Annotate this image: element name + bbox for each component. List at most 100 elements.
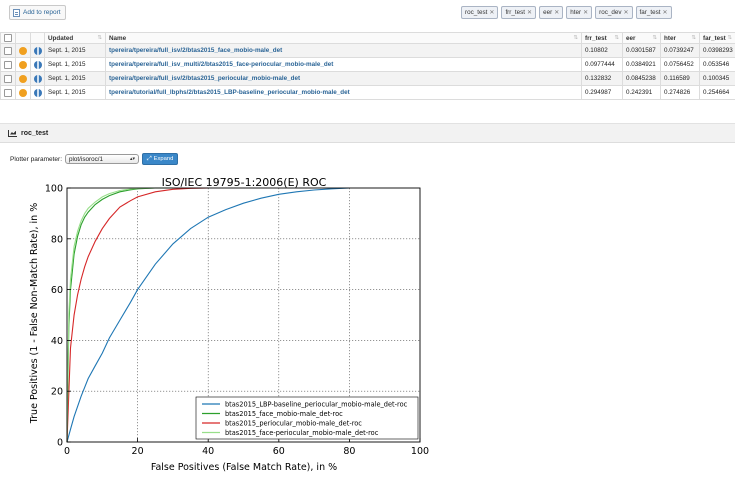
privacy-cell (30, 85, 45, 100)
updated-cell: Sept. 1, 2015 (44, 57, 106, 72)
header-name[interactable]: Name ⇅ (105, 32, 582, 44)
status-cell (15, 71, 31, 86)
tag-label: roc_dev (599, 8, 622, 16)
header-hter[interactable]: hter ⇅ (660, 32, 700, 44)
remove-tag-icon[interactable]: ✕ (489, 9, 495, 16)
status-dot-icon (19, 46, 27, 55)
experiment-name-link[interactable]: tpereira/tpereira/full_isv/2/btas2015_fa… (105, 43, 582, 58)
remove-tag-icon[interactable]: ✕ (662, 9, 668, 16)
report-icon (13, 8, 20, 17)
frr-test-cell: 0.132832 (581, 71, 623, 86)
row-select-cell[interactable] (0, 43, 16, 58)
far-test-cell: 0.100345 (699, 71, 735, 86)
tag-far-test[interactable]: far_test ✕ (635, 5, 672, 19)
y-tick-label: 100 (45, 184, 63, 195)
header-label: eer (626, 34, 636, 42)
tag-roc-test[interactable]: roc_test ✕ (461, 5, 499, 19)
expand-icon: ⤢ (147, 155, 152, 162)
frr-test-cell: 0.294987 (581, 85, 623, 100)
table-row[interactable]: Sept. 1, 2015 tpereira/tpereira/full_isv… (0, 43, 735, 58)
row-checkbox[interactable] (4, 60, 12, 69)
hter-cell: 0.0756452 (660, 57, 700, 72)
status-cell (15, 57, 31, 72)
eer-cell: 0.0845238 (622, 71, 661, 86)
roc-line-0 (66, 187, 350, 443)
status-cell (15, 43, 31, 58)
x-tick-label: 60 (273, 446, 285, 457)
chart-title: ISO/IEC 19795-1:2006(E) ROC (162, 176, 327, 189)
frr-test-cell: 0.0977444 (581, 57, 623, 72)
x-tick-label: 80 (343, 446, 355, 457)
roc-line-1 (66, 187, 173, 443)
x-tick-label: 0 (64, 446, 70, 457)
sort-icon[interactable]: ⇅ (97, 34, 102, 41)
remove-tag-icon[interactable]: ✕ (623, 9, 629, 16)
tag-label: frr_test (505, 8, 526, 16)
tag-label: hter (570, 8, 582, 16)
tag-label: eer (543, 8, 553, 16)
header-eer[interactable]: eer ⇅ (622, 32, 661, 44)
sort-icon[interactable]: ⇅ (691, 34, 696, 41)
plotter-select-value: plot/isoroc/1 (69, 155, 103, 163)
plotter-select[interactable]: plot/isoroc/1 ▴▾ (65, 154, 140, 164)
far-test-cell: 0.254664 (699, 85, 735, 100)
experiment-name-link[interactable]: tpereira/tpereira/full_isv_multi/2/btas2… (105, 57, 582, 72)
sort-icon[interactable]: ⇅ (614, 34, 619, 41)
hter-cell: 0.274826 (660, 85, 700, 100)
add-to-report-label: Add to report (23, 9, 61, 16)
remove-tag-icon[interactable]: ✕ (527, 9, 533, 16)
privacy-cell (30, 71, 45, 86)
expand-label: Expand (153, 156, 174, 162)
row-checkbox[interactable] (4, 74, 12, 83)
header-updated[interactable]: Updated ⇅ (44, 32, 106, 44)
y-tick-label: 60 (51, 285, 63, 296)
tag-label: roc_test (465, 8, 488, 16)
table-row[interactable]: Sept. 1, 2015 tpereira/tpereira/full_isv… (0, 57, 735, 72)
row-select-cell[interactable] (0, 71, 16, 86)
select-all-cell[interactable] (0, 32, 16, 44)
y-tick-label: 40 (51, 336, 63, 347)
row-checkbox[interactable] (4, 46, 12, 55)
tag-frr-test[interactable]: frr_test ✕ (501, 5, 537, 19)
table-row[interactable]: Sept. 1, 2015 tpereira/tpereira/full_isv… (0, 71, 735, 86)
header-label: Name (109, 34, 127, 42)
expand-button[interactable]: ⤢ Expand (142, 153, 179, 165)
remove-tag-icon[interactable]: ✕ (554, 9, 560, 16)
globe-icon (34, 60, 42, 69)
eer-cell: 0.242391 (622, 85, 661, 100)
header-label: hter (664, 34, 676, 42)
header-label: Updated (48, 34, 74, 42)
remove-tag-icon[interactable]: ✕ (583, 9, 589, 16)
sort-icon[interactable]: ⇅ (727, 34, 732, 41)
updated-cell: Sept. 1, 2015 (44, 85, 106, 100)
table-row[interactable]: Sept. 1, 2015 tpereira/tutorial/full_lbp… (0, 85, 735, 100)
legend-box (195, 396, 419, 440)
area-chart-icon (8, 129, 17, 137)
select-arrows-icon: ▴▾ (130, 156, 136, 162)
tag-label: far_test (639, 8, 661, 16)
header-frr-test[interactable]: frr_test ⇅ (581, 32, 623, 44)
far-test-cell: 0.0398293 (699, 43, 735, 58)
y-tick-label: 0 (57, 438, 63, 449)
select-all-checkbox[interactable] (4, 34, 12, 42)
add-to-report-button[interactable]: Add to report (9, 5, 66, 20)
updated-cell: Sept. 1, 2015 (44, 71, 106, 86)
roc-chart: ISO/IEC 19795-1:2006(E) ROC False Positi… (29, 176, 429, 473)
experiment-name-link[interactable]: tpereira/tutorial/full_lbphs/2/btas2015_… (105, 85, 582, 100)
column-tag-bar[interactable]: roc_test ✕ frr_test ✕ eer ✕ hter ✕ roc_dev ✕ … (461, 5, 733, 19)
row-select-cell[interactable] (0, 57, 16, 72)
panel-title: roc_test (21, 129, 49, 137)
sort-icon[interactable]: ⇅ (652, 34, 657, 41)
tag-roc-dev[interactable]: roc_dev ✕ (595, 5, 633, 19)
row-select-cell[interactable] (0, 85, 16, 100)
experiment-name-link[interactable]: tpereira/tpereira/full_isv/2/btas2015_pe… (105, 71, 582, 86)
sort-icon[interactable]: ⇅ (573, 34, 578, 41)
legend-entry: btas2015_periocular_mobio-male_det-roc (225, 420, 362, 428)
header-status (15, 32, 31, 44)
row-checkbox[interactable] (4, 88, 12, 97)
tag-hter[interactable]: hter ✕ (566, 5, 593, 19)
status-dot-icon (19, 60, 27, 69)
status-dot-icon (19, 88, 27, 97)
header-far-test[interactable]: far_test ⇅ (699, 32, 735, 44)
tag-eer[interactable]: eer ✕ (539, 5, 564, 19)
